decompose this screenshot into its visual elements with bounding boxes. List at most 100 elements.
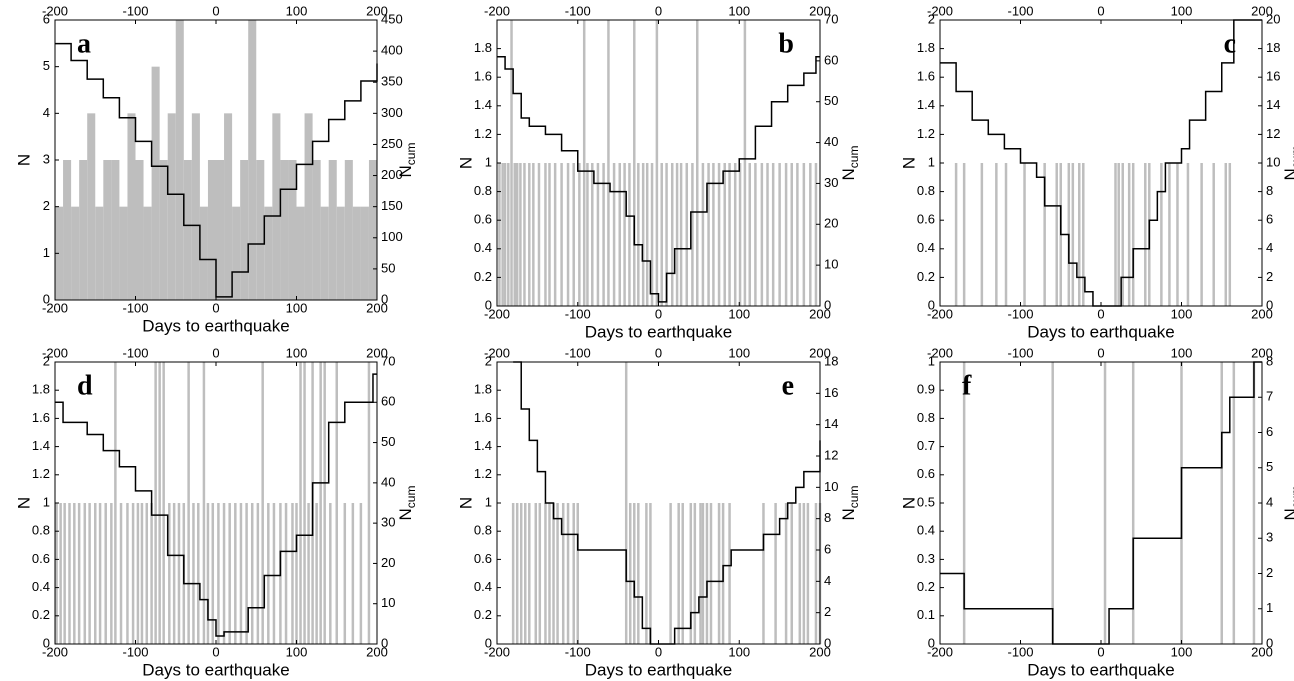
x2-tick-label: 200 (809, 345, 831, 360)
y-tick-label: 1.6 (32, 410, 50, 425)
bar (71, 206, 80, 300)
y-tick-label: 0.2 (32, 607, 50, 622)
y-tick-label: 0.4 (917, 240, 935, 255)
y2-tick-label: 0 (824, 297, 831, 312)
x2-tick-label: -200 (927, 345, 953, 360)
x-tick-label: 100 (286, 300, 308, 315)
y2-tick-label: 0 (1266, 297, 1273, 312)
x-tick-label: 200 (809, 644, 831, 659)
x2-tick-label: -100 (122, 345, 148, 360)
y2-tick-label: 5 (1266, 459, 1273, 474)
panel-label: d (77, 370, 93, 401)
x2-tick-label: 0 (655, 3, 662, 18)
x2-tick-label: -200 (484, 345, 510, 360)
x-tick-label: -200 (484, 644, 510, 659)
x-tick-label: -100 (1007, 306, 1033, 321)
y2-tick-label: 3 (1266, 530, 1273, 545)
x-axis-label: Days to earthquake (585, 660, 732, 679)
bar (199, 206, 208, 300)
panel-label: c (1224, 28, 1236, 59)
y2-tick-label: 7 (1266, 389, 1273, 404)
x-tick-label: -200 (927, 644, 953, 659)
y2-tick-label: 20 (381, 555, 395, 570)
y2-tick-label: 30 (824, 175, 838, 190)
y2-axis-label-sub: cum (404, 486, 418, 509)
y2-tick-label: 50 (381, 434, 395, 449)
y2-tick-label: 0 (381, 635, 388, 650)
bar (280, 160, 289, 300)
y2-tick-label: 10 (381, 595, 395, 610)
bar (248, 20, 257, 300)
panel: -200 -100 0 100 200-200 -100 0 100 20000.20.40.6… (456, 345, 861, 679)
y2-tick-label: 100 (381, 229, 403, 244)
x-tick-label: 100 (1171, 306, 1193, 321)
panel: -200 -100 0 100 200-200 -100 0 100 2000123456050… (14, 3, 418, 335)
panel: -200 -100 0 100 200-200 -100 0 100 20000.20.40.6… (899, 3, 1294, 341)
y-tick-label: 0.8 (917, 410, 935, 425)
bar (191, 113, 200, 300)
y2-tick-label: 18 (1266, 40, 1280, 55)
y-tick-label: 2 (928, 11, 935, 26)
y-tick-label: 0 (43, 291, 50, 306)
y2-tick-label: 8 (1266, 353, 1273, 368)
y-tick-label: 6 (43, 11, 50, 26)
bar (119, 206, 128, 300)
x2-tick-label: 0 (1097, 3, 1104, 18)
y-tick-label: 1.4 (917, 97, 935, 112)
y-axis-label: N (456, 157, 475, 169)
bar (368, 160, 377, 300)
y2-tick-label: 10 (1266, 154, 1280, 169)
bar (111, 160, 120, 300)
y-tick-label: 1.4 (474, 97, 492, 112)
bar (151, 66, 160, 301)
y-tick-label: 0.4 (474, 240, 492, 255)
x2-tick-label: -200 (484, 3, 510, 18)
y-tick-label: 0.4 (474, 579, 492, 594)
y-tick-label: 0.8 (474, 183, 492, 198)
x-tick-label: 0 (655, 306, 662, 321)
bar (224, 113, 233, 300)
y-tick-label: 0.8 (32, 523, 50, 538)
x2-tick-label: 200 (1251, 345, 1273, 360)
cumulative-line (940, 361, 1262, 645)
y-tick-label: 0 (928, 635, 935, 650)
y2-tick-label: 60 (381, 394, 395, 409)
x-tick-label: 200 (1251, 644, 1273, 659)
x2-tick-label: 0 (1097, 345, 1104, 360)
x2-tick-label: 200 (366, 3, 388, 18)
y-tick-label: 0 (485, 635, 492, 650)
bar (159, 160, 168, 300)
y-tick-label: 1 (928, 154, 935, 169)
x-tick-label: -100 (565, 306, 591, 321)
x-tick-label: -100 (122, 300, 148, 315)
y2-tick-label: 16 (824, 385, 838, 400)
x2-tick-label: 0 (212, 3, 219, 18)
bar (320, 206, 329, 300)
x2-tick-label: 100 (1171, 345, 1193, 360)
y2-axis-label-main: N (1281, 508, 1294, 520)
x2-tick-label: -100 (565, 3, 591, 18)
y2-tick-label: 10 (824, 479, 838, 494)
y2-axis-label-sub: cum (1289, 486, 1294, 509)
x-tick-label: 0 (212, 644, 219, 659)
bar (127, 113, 136, 300)
bar (288, 160, 297, 300)
x2-tick-label: -200 (42, 3, 68, 18)
bar (135, 160, 144, 300)
bar (240, 160, 249, 300)
bar (55, 206, 64, 300)
bar (232, 206, 241, 300)
bar (183, 160, 192, 300)
y2-tick-label: 1 (1266, 600, 1273, 615)
x-tick-label: 100 (286, 644, 308, 659)
x2-tick-label: -100 (1007, 3, 1033, 18)
x-axis-label: Days to earthquake (142, 660, 289, 679)
y-tick-label: 0.6 (474, 212, 492, 227)
y2-tick-label: 6 (1266, 212, 1273, 227)
y-tick-label: 0 (485, 297, 492, 312)
panel: -200 -100 0 100 200-200 -100 0 100 20000.20.40.6… (456, 3, 861, 341)
y2-tick-label: 300 (381, 105, 403, 120)
x-tick-label: 200 (1251, 306, 1273, 321)
x-tick-label: 200 (366, 644, 388, 659)
